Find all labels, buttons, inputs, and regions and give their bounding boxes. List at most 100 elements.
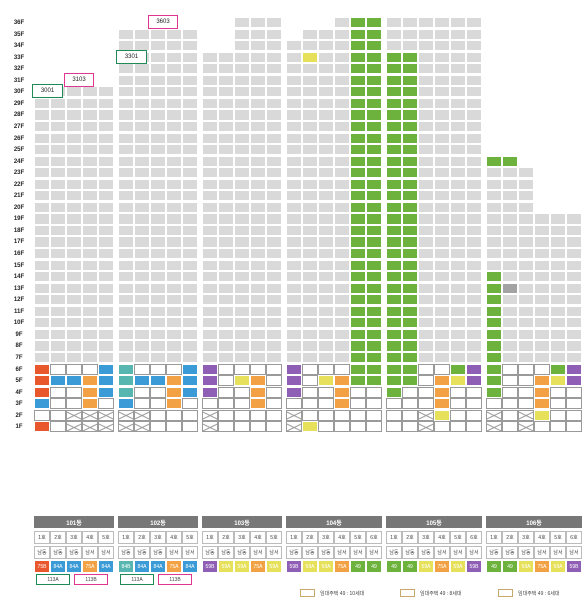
unit-cell — [82, 317, 99, 329]
unit-cell — [366, 167, 383, 179]
line-number-cell: 6호 — [566, 531, 582, 544]
unit-cell — [50, 144, 67, 156]
unit-cell — [266, 97, 283, 110]
line-number-cell: 6호 — [466, 531, 482, 544]
unit-cell — [466, 144, 483, 156]
unit-cell — [50, 340, 67, 352]
unit-cell — [234, 386, 251, 398]
unit-cell — [366, 97, 383, 110]
unit-type-cell: 84A — [98, 560, 114, 573]
unit-cell — [266, 294, 283, 306]
unit-cell — [134, 109, 151, 121]
orientation-cell: 남동 — [286, 546, 302, 559]
unit-cell — [250, 317, 267, 329]
unit-cell — [34, 386, 51, 398]
unit-cell — [534, 317, 551, 329]
unit-cell — [266, 201, 283, 213]
unit-cell — [318, 259, 335, 271]
unit-cell — [134, 213, 151, 225]
floor-label: 32F — [13, 66, 25, 73]
unit-cell — [134, 120, 151, 133]
unit-cell — [150, 305, 167, 317]
unit-cell — [166, 294, 183, 306]
unit-cell — [218, 259, 235, 271]
unit-callout: 3301 — [116, 49, 147, 64]
floor-label: 15F — [13, 262, 25, 269]
unit-cell — [118, 132, 135, 144]
unit-cell — [166, 224, 183, 237]
unit-cell — [202, 97, 219, 110]
unit-cell — [466, 40, 483, 52]
line-number-cell: 1호 — [202, 531, 218, 544]
line-number-cell: 6호 — [366, 531, 382, 544]
unit-cell — [366, 421, 383, 433]
unit-cell — [402, 213, 419, 225]
unit-cell — [286, 248, 303, 260]
unit-cell — [334, 317, 351, 329]
unit-cell — [150, 63, 167, 75]
unit-cell — [502, 386, 519, 398]
unit-cell — [218, 271, 235, 283]
unit-cell — [318, 51, 335, 63]
unit-cell — [518, 167, 535, 179]
unit-cell — [286, 213, 303, 225]
unit-cell — [118, 190, 135, 202]
unit-cell — [250, 120, 267, 133]
unit-cell — [502, 236, 519, 248]
unit-cell — [202, 167, 219, 179]
unit-cell — [486, 178, 503, 190]
unit-cell — [82, 282, 99, 294]
unit-cell — [550, 340, 567, 352]
unit-cell — [366, 109, 383, 121]
orientation-cell: 남동 — [234, 546, 250, 559]
unit-cell — [386, 40, 403, 52]
unit-cell — [82, 294, 99, 306]
unit-cell — [386, 97, 403, 110]
unit-cell — [218, 178, 235, 190]
line-number-cell: 4호 — [334, 531, 350, 544]
unit-cell — [386, 144, 403, 156]
unit-cell — [466, 190, 483, 202]
floor-label: 5F — [15, 378, 23, 385]
unit-cell — [466, 363, 483, 375]
unit-cell — [166, 51, 183, 63]
unit-cell — [266, 305, 283, 317]
unit-cell — [518, 213, 535, 225]
unit-cell — [366, 236, 383, 248]
unit-cell — [450, 28, 467, 40]
unit-cell — [50, 167, 67, 179]
unit-cell — [386, 248, 403, 260]
unit-cell — [234, 178, 251, 190]
unit-cell — [166, 282, 183, 294]
unit-type-cell: 49 — [366, 560, 382, 573]
unit-cell — [386, 294, 403, 306]
unit-cell — [234, 86, 251, 98]
unit-cell — [66, 248, 83, 260]
unit-cell — [366, 213, 383, 225]
unit-cell — [402, 236, 419, 248]
unit-cell — [218, 305, 235, 317]
unit-cell — [250, 271, 267, 283]
unit-cell — [250, 248, 267, 260]
line-number-cell: 4호 — [166, 531, 182, 544]
unit-cell — [550, 305, 567, 317]
unit-cell — [418, 351, 435, 364]
unit-cell — [386, 167, 403, 179]
unit-cell — [318, 328, 335, 341]
unit-cell — [334, 155, 351, 167]
unit-cell — [98, 132, 115, 144]
unit-cell — [50, 201, 67, 213]
unit-cell — [134, 294, 151, 306]
unit-cell — [518, 398, 535, 410]
unit-cell — [250, 132, 267, 144]
unit-callout: 3603 — [148, 15, 178, 29]
unit-cell — [34, 328, 51, 341]
unit-cell — [434, 178, 451, 190]
unit-cell — [402, 421, 419, 433]
unit-cell — [34, 340, 51, 352]
unit-cell — [166, 386, 183, 398]
orientation-cell: 남동 — [302, 546, 318, 559]
unit-cell — [466, 51, 483, 63]
unit-cell — [218, 398, 235, 410]
unit-cell — [286, 144, 303, 156]
